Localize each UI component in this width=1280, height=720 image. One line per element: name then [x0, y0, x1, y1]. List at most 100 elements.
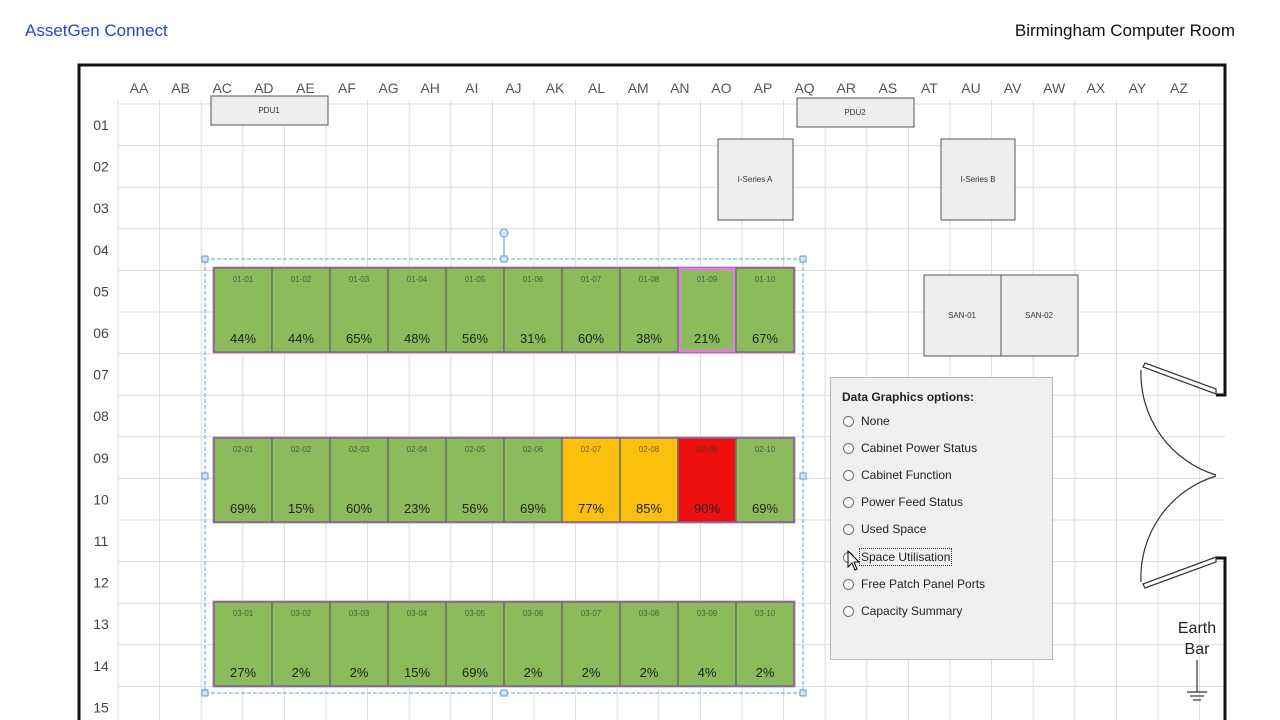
- cabinet-percent: 2%: [350, 665, 369, 680]
- cabinet-03-10[interactable]: 03-10 2%: [735, 601, 795, 687]
- cabinet-fill: [213, 601, 273, 687]
- cabinet-01-01[interactable]: 01-01 44%: [213, 267, 273, 353]
- column-label: AO: [711, 80, 731, 96]
- cabinet-03-09[interactable]: 03-09 4%: [677, 601, 737, 687]
- cabinet-02-06[interactable]: 02-06 69%: [503, 437, 563, 523]
- cabinet-fill: [387, 267, 447, 353]
- cabinet-01-10[interactable]: 01-10 67%: [735, 267, 795, 353]
- column-label: AW: [1043, 80, 1066, 96]
- radio-icon[interactable]: [843, 496, 854, 508]
- option-power-feed-status[interactable]: Power Feed Status: [843, 493, 963, 511]
- cabinet-percent: 2%: [756, 665, 775, 680]
- iseries-b-box[interactable]: I-Series B: [940, 138, 1016, 221]
- cabinet-01-09[interactable]: 01-09 21%: [677, 267, 737, 353]
- cabinet-01-04[interactable]: 01-04 48%: [387, 267, 447, 353]
- cabinet-01-03[interactable]: 01-03 65%: [329, 267, 389, 353]
- cabinet-id: 01-06: [523, 275, 544, 284]
- iseries-b-label: I-Series B: [960, 175, 995, 184]
- radio-icon[interactable]: [843, 523, 854, 535]
- cabinet-fill: [503, 437, 563, 523]
- room-title: Birmingham Computer Room: [1014, 21, 1235, 40]
- cabinet-01-05[interactable]: 01-05 56%: [445, 267, 505, 353]
- cabinet-03-05[interactable]: 03-05 69%: [445, 601, 505, 687]
- cabinet-id: 02-04: [407, 445, 428, 454]
- row-label: 02: [93, 159, 109, 175]
- row-label: 09: [93, 450, 109, 466]
- cabinet-02-07[interactable]: 02-07 77%: [561, 437, 621, 523]
- cabinet-02-04[interactable]: 02-04 23%: [387, 437, 447, 523]
- cabinet-03-01[interactable]: 03-01 27%: [213, 601, 273, 687]
- cabinet-fill: [445, 601, 505, 687]
- radio-icon[interactable]: [843, 415, 854, 427]
- cabinet-id: 02-09: [697, 445, 718, 454]
- row-label: 10: [93, 491, 109, 507]
- cabinet-03-02[interactable]: 03-02 2%: [271, 601, 331, 687]
- pdu1-box[interactable]: PDU1: [210, 95, 329, 126]
- cabinet-03-06[interactable]: 03-06 2%: [503, 601, 563, 687]
- cabinet-id: 03-05: [465, 609, 486, 618]
- resize-handle-n[interactable]: [500, 255, 508, 263]
- cabinet-fill: [503, 267, 563, 353]
- san-01-box[interactable]: SAN-01: [923, 274, 1002, 357]
- option-free-patch-panel-ports[interactable]: Free Patch Panel Ports: [843, 575, 985, 593]
- selection-box[interactable]: [201, 228, 807, 697]
- cabinet-percent: 44%: [288, 331, 314, 346]
- app-title: AssetGen Connect: [25, 21, 168, 40]
- cabinet-01-08[interactable]: 01-08 38%: [619, 267, 679, 353]
- cabinet-fill: [445, 437, 505, 523]
- pdu2-box[interactable]: PDU2: [796, 97, 915, 128]
- column-label: AK: [546, 80, 565, 96]
- cabinet-id: 01-01: [233, 275, 254, 284]
- option-capacity-summary[interactable]: Capacity Summary: [843, 602, 962, 620]
- radio-icon[interactable]: [843, 469, 854, 481]
- column-label: AF: [338, 80, 356, 96]
- cabinet-02-02[interactable]: 02-02 15%: [271, 437, 331, 523]
- cabinet-01-02[interactable]: 01-02 44%: [271, 267, 331, 353]
- cabinet-02-09[interactable]: 02-09 90%: [677, 437, 737, 523]
- cabinet-fill: [735, 601, 795, 687]
- cabinet-01-07[interactable]: 01-07 60%: [561, 267, 621, 353]
- cabinet-fill: [271, 601, 331, 687]
- column-label: AB: [171, 80, 190, 96]
- cabinet-percent: 65%: [346, 331, 372, 346]
- cabinet-03-03[interactable]: 03-03 2%: [329, 601, 389, 687]
- cabinet-02-05[interactable]: 02-05 56%: [445, 437, 505, 523]
- column-label: AC: [212, 80, 231, 96]
- radio-icon[interactable]: [843, 442, 854, 454]
- option-cabinet-function[interactable]: Cabinet Function: [843, 466, 952, 484]
- iseries-a-box[interactable]: I-Series A: [717, 138, 794, 221]
- radio-icon[interactable]: [843, 605, 854, 617]
- cabinet-02-10[interactable]: 02-10 69%: [735, 437, 795, 523]
- cabinet-02-03[interactable]: 02-03 60%: [329, 437, 389, 523]
- rotation-handle[interactable]: [499, 228, 509, 238]
- cabinet-03-08[interactable]: 03-08 2%: [619, 601, 679, 687]
- resize-handle-sw[interactable]: [201, 689, 209, 697]
- cabinet-01-06[interactable]: 01-06 31%: [503, 267, 563, 353]
- row-label: 08: [93, 408, 109, 424]
- resize-handle-ne[interactable]: [799, 255, 807, 263]
- resize-handle-nw[interactable]: [201, 255, 209, 263]
- column-label: AI: [465, 80, 478, 96]
- cabinet-03-07[interactable]: 03-07 2%: [561, 601, 621, 687]
- cabinet-fill: [271, 437, 331, 523]
- cabinet-fill: [213, 437, 273, 523]
- row-labels: 01 02 03 04 05 06 07 08 09 10 11 12 13 14 15: [93, 117, 109, 715]
- resize-handle-e[interactable]: [799, 472, 807, 480]
- column-label: AP: [754, 80, 773, 96]
- cabinet-percent: 69%: [520, 501, 546, 516]
- row-label: 11: [94, 533, 109, 549]
- column-label: AU: [961, 80, 980, 96]
- radio-icon[interactable]: [843, 578, 854, 590]
- san-02-box[interactable]: SAN-02: [1000, 274, 1079, 357]
- option-used-space[interactable]: Used Space: [843, 520, 926, 538]
- cabinet-03-04[interactable]: 03-04 15%: [387, 601, 447, 687]
- resize-handle-se[interactable]: [799, 689, 807, 697]
- cabinet-02-08[interactable]: 02-08 85%: [619, 437, 679, 523]
- resize-handle-w[interactable]: [201, 472, 209, 480]
- cabinet-id: 03-09: [697, 609, 718, 618]
- resize-handle-s[interactable]: [500, 689, 508, 697]
- option-cabinet-power-status[interactable]: Cabinet Power Status: [843, 439, 977, 457]
- option-none[interactable]: None: [843, 412, 890, 430]
- cabinet-fill: [329, 601, 389, 687]
- cabinet-02-01[interactable]: 02-01 69%: [213, 437, 273, 523]
